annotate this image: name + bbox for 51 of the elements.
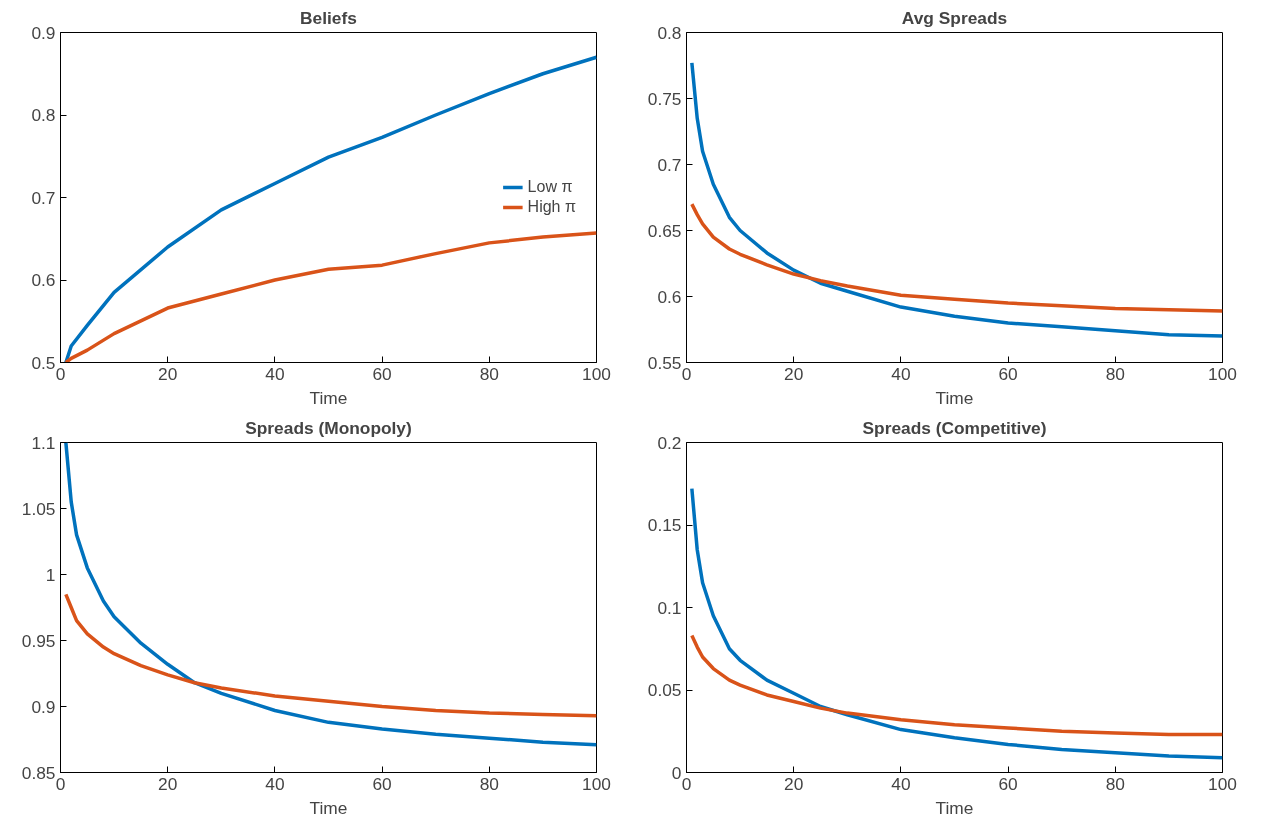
y-tick-label: 0.55 xyxy=(647,352,682,373)
chart-title: Beliefs xyxy=(300,7,357,28)
y-tick-label: 0.8 xyxy=(657,22,682,43)
x-tick-label: 100 xyxy=(582,363,611,384)
x-tick-label: 60 xyxy=(998,773,1018,794)
y-tick-label: 0.1 xyxy=(657,597,682,618)
x-tick-label: 40 xyxy=(265,363,285,384)
x-tick-label: 20 xyxy=(784,363,804,384)
x-axis-title: Time xyxy=(935,797,974,818)
chart-title: Spreads (Competitive) xyxy=(862,417,1047,438)
x-tick-label: 20 xyxy=(158,773,178,794)
y-tick-label: 0.15 xyxy=(647,515,682,535)
chart-title: Spreads (Monopoly) xyxy=(245,417,412,438)
y-tick-label: 0.85 xyxy=(21,762,56,783)
chart-title: Avg Spreads xyxy=(901,7,1008,28)
x-tick-label: 40 xyxy=(265,773,285,794)
x-tick-label: 60 xyxy=(998,363,1018,384)
x-tick-label: 80 xyxy=(479,363,499,384)
x-tick-label: 60 xyxy=(372,773,392,794)
y-tick-label: 0.7 xyxy=(31,187,56,208)
x-tick-label: 20 xyxy=(158,363,178,384)
y-tick-label: 0.6 xyxy=(657,286,682,307)
y-tick-label: 0.6 xyxy=(31,270,56,290)
x-tick-label: 80 xyxy=(1105,773,1125,794)
y-tick-label: 0.5 xyxy=(31,352,56,373)
y-tick-label: 0.9 xyxy=(31,696,56,717)
y-tick-label: 0.8 xyxy=(31,105,56,125)
x-tick-label: 40 xyxy=(891,773,911,794)
x-tick-label: 80 xyxy=(1105,363,1125,384)
x-tick-label: 100 xyxy=(582,773,611,794)
x-tick-label: 40 xyxy=(891,363,911,384)
y-tick-label: 0.9 xyxy=(31,22,56,43)
y-tick-label: 0.75 xyxy=(647,88,682,109)
y-tick-label: 0.05 xyxy=(647,680,682,700)
y-tick-label: 1.05 xyxy=(21,498,56,519)
legend-label: Low π xyxy=(527,178,573,196)
x-axis-title: Time xyxy=(309,387,348,408)
x-axis-title: Time xyxy=(309,797,348,818)
x-tick-label: 60 xyxy=(372,363,392,384)
y-tick-label: 0.95 xyxy=(21,630,56,651)
x-tick-label: 100 xyxy=(1208,363,1237,384)
y-tick-label: 0.2 xyxy=(657,432,682,453)
y-tick-label: 1.1 xyxy=(31,432,56,453)
x-tick-label: 20 xyxy=(784,773,804,794)
y-tick-label: 0.7 xyxy=(657,154,682,175)
x-tick-label: 80 xyxy=(479,773,499,794)
x-tick-label: 100 xyxy=(1208,773,1237,794)
legend-label: High π xyxy=(527,198,576,216)
x-axis-title: Time xyxy=(935,387,974,408)
y-tick-label: 0.65 xyxy=(647,220,682,241)
y-tick-label: 1 xyxy=(45,564,56,585)
